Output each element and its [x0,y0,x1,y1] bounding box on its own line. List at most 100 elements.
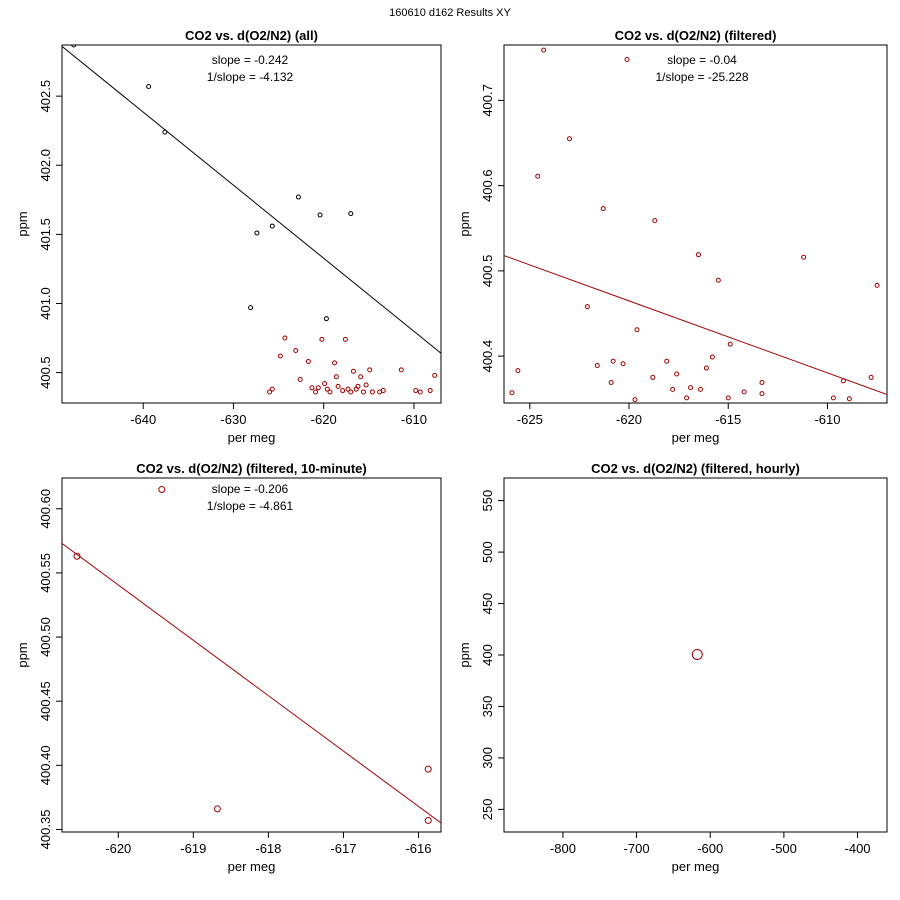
data-point-filtered [624,56,630,62]
x-tick-label: -620 [311,412,337,427]
chart-title: CO2 vs. d(O2/N2) (filtered, 10-minute) [136,461,366,476]
x-axis-label: per meg [228,430,276,445]
data-point-filtered [670,386,676,392]
data-point-filtered [610,358,616,364]
data-point-filtered [868,374,874,380]
data-point-all [317,212,323,218]
data-point-filtered [509,390,515,396]
data-point-filtered [358,374,364,380]
data-point-filtered [674,371,680,377]
data-point-all [146,83,152,89]
data-point-filtered [297,377,303,383]
y-tick-label: 550 [480,490,495,512]
data-point-10-minute [424,765,432,773]
x-tick-label: -630 [220,412,246,427]
x-tick-label: -610 [401,412,427,427]
data-point-all [323,316,329,322]
data-point-filtered [840,378,846,384]
plot-area [691,648,703,660]
y-tick-label: 400.40 [38,745,53,785]
y-tick-label: 450 [480,593,495,615]
y-tick-label: 250 [480,799,495,821]
y-tick-label: 400.6 [480,169,495,202]
y-axis-label: ppm [457,642,472,667]
y-axis-label: ppm [15,211,30,236]
data-point-10-minute [213,805,221,813]
data-point-filtered [293,347,299,353]
data-point-filtered [652,218,658,224]
data-point-filtered [715,277,721,283]
data-point-filtered [709,354,715,360]
data-point-filtered [322,381,328,387]
data-point-filtered [269,386,275,392]
data-point-filtered [594,362,600,368]
chart-panel-3: CO2 vs. d(O2/N2) (filtered, 10-minute) -6… [15,461,442,874]
chart-panel-4: CO2 vs. d(O2/N2) (filtered, hourly) -800 -… [457,461,888,874]
data-point-filtered [650,374,656,380]
data-point-filtered [333,374,339,380]
inverse-slope-annotation: 1/slope = -4.861 [207,499,294,513]
plot-frame [61,44,442,404]
data-point-filtered [324,386,330,392]
data-point-filtered [413,388,419,394]
y-tick-label: 402.0 [38,149,53,182]
data-point-all [348,211,354,217]
data-point-filtered [332,360,338,366]
x-tick-label: -610 [814,412,840,427]
y-tick-label: 400.5 [38,356,53,389]
y-tick-label: 350 [480,696,495,718]
data-point-all [254,230,260,236]
y-tick-label: 400 [480,644,495,666]
x-tick-label: -700 [624,841,650,856]
y-tick-label: 300 [480,747,495,769]
data-point-10-minute [73,552,81,560]
regression-line [504,255,887,395]
data-point-10-minute [424,816,432,824]
slope-annotation: slope = -0.242 [212,53,289,67]
data-point-filtered [348,389,354,395]
data-point-filtered [369,389,375,395]
data-point-filtered [874,282,880,288]
plot-frame [503,44,888,404]
y-tick-label: 400.45 [38,681,53,721]
chart-title: CO2 vs. d(O2/N2) (all) [185,28,318,43]
data-point-filtered [309,385,315,391]
inverse-slope-annotation: 1/slope = -4.132 [207,70,294,84]
data-point-all [295,194,301,200]
x-tick-label: -400 [845,841,871,856]
data-point-filtered [355,383,361,389]
x-tick-label: -620 [616,412,642,427]
data-point-filtered [584,304,590,310]
data-point-filtered [741,389,747,395]
data-point-filtered [515,368,521,374]
data-point-filtered [427,388,433,394]
data-point-filtered [566,136,572,142]
x-tick-label: -619 [180,841,206,856]
y-tick-label: 400.50 [38,617,53,657]
plot-area [62,45,441,395]
data-point-filtered [363,382,369,388]
data-point-filtered [541,47,547,53]
data-point-filtered [342,336,348,342]
x-axis-label: per meg [672,859,720,874]
plot-area [504,47,887,403]
data-point-all [71,45,77,48]
data-point-filtered [319,336,325,342]
chart-title: CO2 vs. d(O2/N2) (filtered, hourly) [591,461,800,476]
data-point-filtered [398,367,404,373]
inverse-slope-annotation: 1/slope = -25.228 [655,70,748,84]
x-axis-label: per meg [228,859,276,874]
y-axis-label: ppm [457,211,472,236]
y-tick-label: 401.0 [38,287,53,320]
x-tick-label: -800 [550,841,576,856]
data-point-hourly [691,648,703,660]
y-tick-label: 400.5 [480,255,495,288]
data-point-filtered [335,383,341,389]
data-point-filtered [664,358,670,364]
data-point-all [269,223,275,229]
data-point-filtered [282,335,288,341]
figure-title: 160610 d162 Results XY [389,7,511,19]
plot-frame [61,477,442,833]
data-point-filtered [313,389,319,395]
